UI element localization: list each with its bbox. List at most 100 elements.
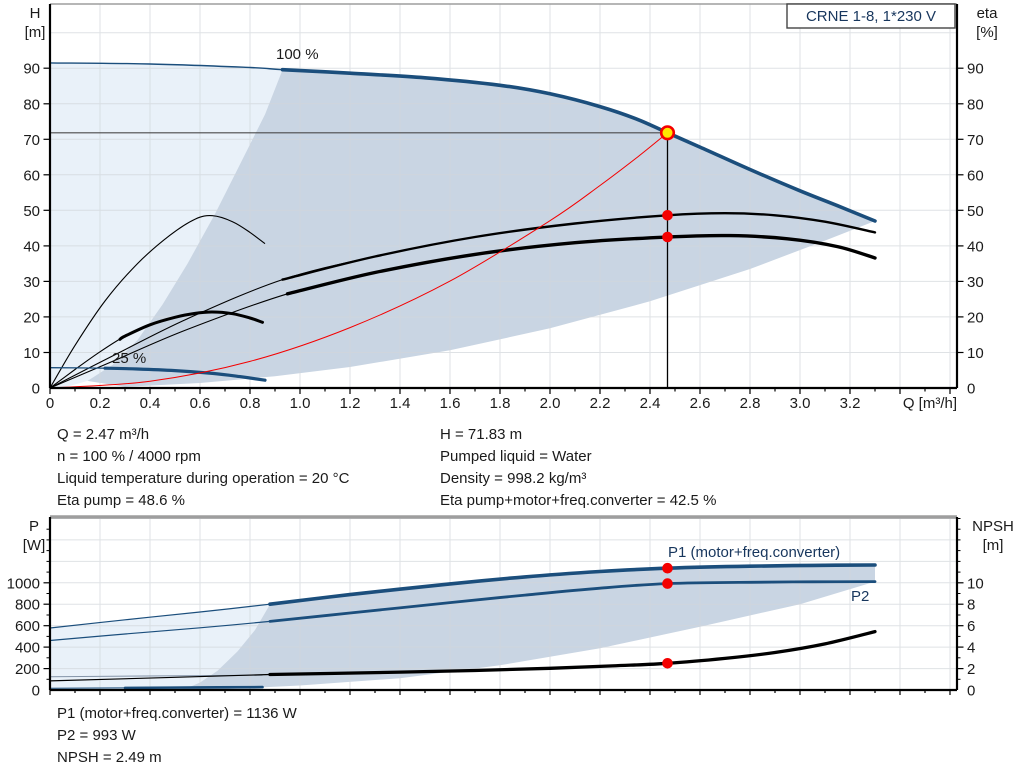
- left-tick-label: 50: [23, 203, 40, 220]
- x-tick-label: 2.4: [640, 395, 661, 412]
- power-envelope-dark: [175, 565, 875, 690]
- info-line-n: n = 100 % / 4000 rpm: [57, 448, 201, 465]
- x-tick-label: 1.4: [390, 395, 411, 412]
- duty-info-left: Q = 2.47 m³/h n = 100 % / 4000 rpm Liqui…: [57, 424, 349, 512]
- x-tick-label: 2.2: [590, 395, 611, 412]
- left-tick-label: 200: [15, 661, 40, 678]
- label-25pct: 25 %: [112, 350, 146, 367]
- right-tick-label: 50: [967, 203, 984, 220]
- x-ticks: [49, 690, 951, 695]
- p-axis-unit: P: [29, 518, 39, 535]
- x-tick-label: 3.2: [840, 395, 861, 412]
- p2-25pct-line-bold: [123, 685, 264, 690]
- right-tick-label: 30: [967, 274, 984, 291]
- gridlines: [50, 4, 957, 388]
- system-curve: [49, 132, 668, 389]
- p2-point: [662, 578, 673, 589]
- info-line-eta-pump: Eta pump = 48.6 %: [57, 492, 185, 509]
- pump-curve-100pct-bold: [280, 67, 877, 223]
- right-tick-label: 10: [967, 575, 984, 592]
- right-tick-label: 6: [967, 618, 975, 635]
- left-tick-label: 40: [23, 238, 40, 255]
- left-tick-label: 60: [23, 167, 40, 184]
- hq-eta-chart: 0 0.2 0.4 0.6 0.8 1.0 1.2 1.4 1.6 1.8 2.0 2.2 2.4 2.6…: [23, 3, 999, 412]
- envelope-dark: [87, 69, 875, 387]
- right-tick-label: 8: [967, 597, 975, 614]
- left-tick-label: 0: [32, 683, 40, 700]
- x-tick-label: 1.6: [440, 395, 461, 412]
- x-tick-label: 1.2: [340, 395, 361, 412]
- eta-axis-unit: [%]: [976, 24, 998, 41]
- npsh-axis-unit: [m]: [983, 537, 1004, 554]
- pump-title-box: [786, 3, 956, 29]
- x-tick-label: 2.8: [740, 395, 761, 412]
- x-tick-label: 0: [46, 395, 54, 412]
- left-tick-label: 600: [15, 618, 40, 635]
- envelope-light: [50, 62, 283, 389]
- x-axis-label: Q [m³/h]: [903, 395, 957, 412]
- right-tick-label: 60: [967, 167, 984, 184]
- right-tick-label: 2: [967, 661, 975, 678]
- pump-title: CRNE 1-8, 1*230 V: [806, 8, 936, 25]
- eta-total-25pct-curve-bold: [118, 310, 264, 341]
- left-tick-label: 70: [23, 132, 40, 149]
- left-tick-label: 20: [23, 309, 40, 326]
- info-line-npsh: NPSH = 2.49 m: [57, 749, 162, 766]
- p2-curve-bold: [268, 580, 877, 623]
- x-tick-label: 0.2: [90, 395, 111, 412]
- info-line-density: Density = 998.2 kg/m³: [440, 470, 587, 487]
- eta-pump-25pct-curve: [49, 215, 266, 389]
- right-tick-label: 80: [967, 96, 984, 113]
- info-line-h: H = 71.83 m: [440, 426, 523, 443]
- left-tick-label: 800: [15, 597, 40, 614]
- left-tick-label: 10: [23, 345, 40, 362]
- info-line-p1: P1 (motor+freq.converter) = 1136 W: [57, 705, 297, 722]
- x-tick-label: 2.6: [690, 395, 711, 412]
- right-tick-label: 70: [967, 132, 984, 149]
- info-line-liquid: Pumped liquid = Water: [440, 448, 592, 465]
- right-tick-label: 0: [967, 683, 975, 700]
- eta-pump-point: [662, 210, 673, 221]
- x-tick-label: 1.8: [490, 395, 511, 412]
- p1-curve-bold: [268, 563, 877, 606]
- x-tick-label: 0.4: [140, 395, 161, 412]
- pump-curve-25pct-bold: [103, 366, 267, 382]
- eta-axis-unit: eta: [977, 5, 999, 22]
- operating-point[interactable]: [659, 125, 676, 141]
- right-tick-label: 10: [967, 345, 984, 362]
- right-tick-label: 4: [967, 640, 975, 657]
- eta-total-point: [662, 231, 673, 243]
- left-tick-label: 400: [15, 640, 40, 657]
- info-line-eta-total: Eta pump+motor+freq.converter = 42.5 %: [440, 492, 717, 509]
- right-tick-label: 20: [967, 309, 984, 326]
- npsh-point: [662, 658, 673, 669]
- right-tick-label: 0: [967, 381, 975, 398]
- x-tick-label: 0.6: [190, 395, 211, 412]
- label-100pct: 100 %: [276, 46, 319, 63]
- h-axis-unit: [m]: [25, 24, 46, 41]
- eta-total-100pct-curve-bold: [285, 233, 877, 296]
- npsh-curve-bold: [268, 629, 877, 677]
- p-axis-unit: [W]: [23, 537, 46, 554]
- info-line-p2: P2 = 993 W: [57, 727, 136, 744]
- info-line-q: Q = 2.47 m³/h: [57, 426, 150, 443]
- left-tick-label: 0: [32, 381, 40, 398]
- left-tick-label: 90: [23, 61, 40, 78]
- left-tick-label: 80: [23, 96, 40, 113]
- duty-info-right: H = 71.83 m Pumped liquid = Water Densit…: [440, 424, 716, 512]
- power-info: P1 (motor+freq.converter) = 1136 W P2 = …: [57, 703, 297, 769]
- label-p2: P2: [851, 588, 869, 605]
- h-axis-unit: H: [30, 5, 41, 22]
- info-line-temperature: Liquid temperature during operation = 20…: [57, 470, 350, 487]
- p1-point: [662, 562, 673, 574]
- x-tick-label: 3.0: [790, 395, 811, 412]
- right-tick-label: 40: [967, 238, 984, 255]
- left-tick-label: 1000: [7, 575, 40, 592]
- power-npsh-chart: 0 200 400 600 800 1000 0 2 4 6 8 10 P [W] NPSH [m] P1 (m…: [7, 515, 1014, 700]
- label-p1: P1 (motor+freq.converter): [668, 544, 840, 561]
- npsh-axis-unit: NPSH: [972, 518, 1014, 535]
- x-tick-label: 1.0: [290, 395, 311, 412]
- x-tick-label: 2.0: [540, 395, 561, 412]
